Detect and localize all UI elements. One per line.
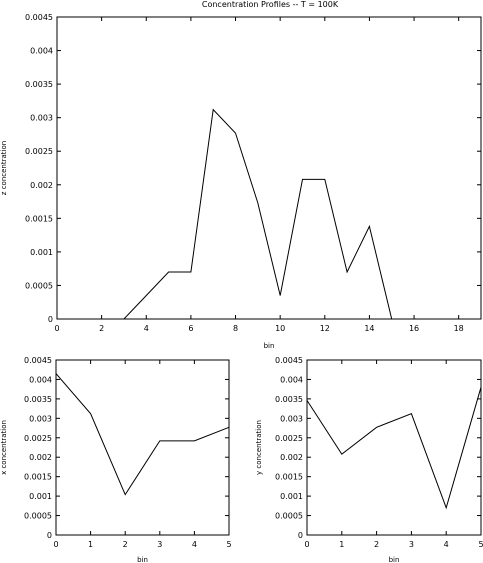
x-tick-label-x: 2 <box>123 540 128 549</box>
x-tick-label-z: 18 <box>454 324 464 333</box>
y-axis-label-z: z concentration <box>0 141 8 195</box>
y-tick-label-z: 0.0015 <box>25 214 53 223</box>
y-tick-label-z: 0.0045 <box>25 13 53 22</box>
chart-z: 0 0.0005 0.001 0.0015 0.002 0.0025 0.003 0.0035… <box>0 13 482 350</box>
x-tick-label-y: 1 <box>339 540 344 549</box>
x-tick-label-x: 1 <box>88 540 93 549</box>
y-tick-label-y: 0.001 <box>280 492 303 501</box>
y-tick-label-x: 0 <box>47 531 52 540</box>
x-axis-label-y: bin <box>389 556 400 563</box>
x-tick-label-x: 4 <box>192 540 197 549</box>
x-tick-label-y: 3 <box>409 540 414 549</box>
plot-frame-y <box>306 359 482 536</box>
chart-x: 0 0.0005 0.001 0.0015 0.002 0.0025 0.003 0.0035… <box>0 356 232 563</box>
y-tick-label-z: 0.001 <box>30 248 53 257</box>
plot-frame-x <box>55 359 230 536</box>
y-tick-label-y: 0.003 <box>280 414 303 423</box>
y-tick-label-x: 0.001 <box>29 492 52 501</box>
plot-frame-z <box>56 16 482 320</box>
y-tick-label-x: 0.0045 <box>24 356 52 365</box>
x-tick-label-y: 0 <box>304 540 309 549</box>
y-tick-label-x: 0.0015 <box>24 473 52 482</box>
x-tick-label-z: 10 <box>275 324 285 333</box>
series-line-y <box>306 387 482 510</box>
x-tick-label-x: 3 <box>157 540 162 549</box>
chart-title: Concentration Profiles -- T = 100K <box>202 0 339 9</box>
x-tick-label-z: 14 <box>364 324 374 333</box>
x-tick-label-z: 4 <box>144 324 149 333</box>
x-tick-label-z: 0 <box>54 324 59 333</box>
x-tick-label-z: 12 <box>320 324 330 333</box>
x-tick-label-x: 0 <box>53 540 58 549</box>
y-tick-label-z: 0 <box>48 315 53 324</box>
x-tick-label-x: 5 <box>226 540 231 549</box>
y-tick-label-y: 0.0015 <box>275 473 303 482</box>
y-tick-label-y: 0.0025 <box>275 434 303 443</box>
x-axis-label-z: bin <box>264 342 275 350</box>
y-tick-label-x: 0.0035 <box>24 395 52 404</box>
chart-y: 0 0.0005 0.001 0.0015 0.002 0.0025 0.003 0.0035… <box>255 356 483 563</box>
x-tick-label-z: 6 <box>188 324 193 333</box>
y-axis-label-x: x concentration <box>0 420 8 475</box>
y-tick-label-z: 0.004 <box>30 47 53 56</box>
x-tick-label-z: 2 <box>99 324 104 333</box>
x-tick-label-y: 2 <box>374 540 379 549</box>
series-line-x <box>55 373 230 496</box>
y-tick-label-y: 0 <box>298 531 303 540</box>
y-tick-label-x: 0.002 <box>29 453 52 462</box>
y-tick-label-y: 0.0005 <box>275 512 303 521</box>
x-tick-label-z: 8 <box>233 324 238 333</box>
y-axis-label-y: y concentration <box>255 420 263 475</box>
y-tick-label-y: 0.0035 <box>275 395 303 404</box>
y-tick-label-y: 0.0045 <box>275 356 303 365</box>
x-tick-label-y: 5 <box>478 540 483 549</box>
y-tick-label-x: 0.0005 <box>24 512 52 521</box>
y-tick-label-z: 0.0025 <box>25 147 53 156</box>
x-tick-label-y: 4 <box>444 540 449 549</box>
series-line-z <box>57 108 481 320</box>
y-tick-label-z: 0.0035 <box>25 80 53 89</box>
y-tick-label-y: 0.002 <box>280 453 303 462</box>
x-tick-label-z: 16 <box>409 324 419 333</box>
y-tick-label-z: 0.002 <box>30 181 53 190</box>
y-tick-label-x: 0.004 <box>29 375 52 384</box>
y-tick-label-z: 0.003 <box>30 114 53 123</box>
x-axis-label-x: bin <box>137 556 148 563</box>
y-tick-label-y: 0.004 <box>280 375 303 384</box>
y-tick-label-x: 0.003 <box>29 414 52 423</box>
y-tick-label-z: 0.0005 <box>25 281 53 290</box>
y-tick-label-x: 0.0025 <box>24 434 52 443</box>
